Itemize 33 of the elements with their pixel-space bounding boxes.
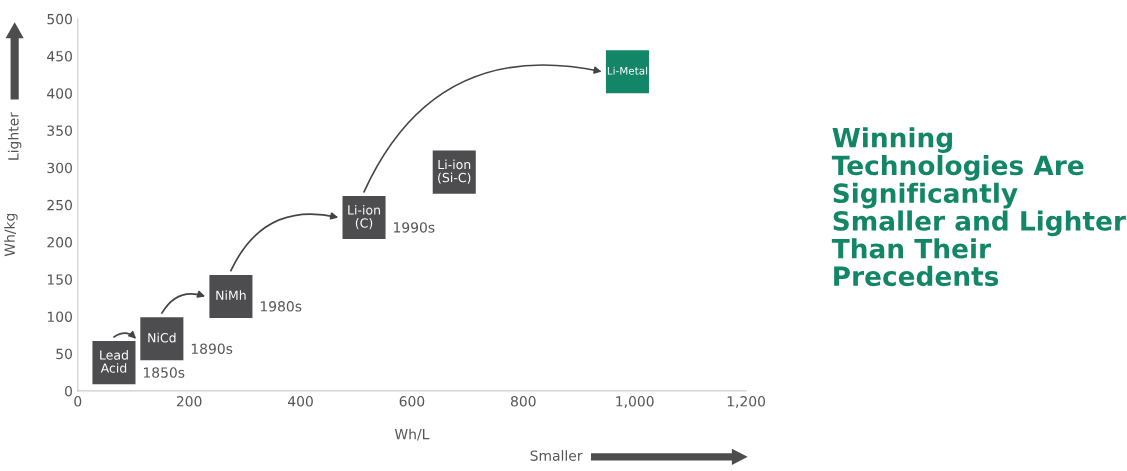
text: Lighter <box>7 112 22 160</box>
annotation: Lead Acid <box>100 350 128 373</box>
annotation: Li-ion (C) <box>348 204 380 230</box>
x-tick-label: 200 <box>176 396 202 407</box>
annotation: Li-Metal <box>607 66 648 75</box>
x-tick-label: 400 <box>287 396 313 407</box>
y-tick-label: 300 <box>47 162 72 174</box>
annotation: 1990s <box>394 222 435 233</box>
y-tick-label: 500 <box>47 13 72 25</box>
x-tick-label: 1,200 <box>727 396 766 408</box>
x-axis-title: Wh/L <box>394 428 430 441</box>
y-tick-label: 400 <box>47 88 72 99</box>
y-tick-label: 200 <box>47 237 72 248</box>
y-tick-label: 50 <box>56 348 72 360</box>
y-tick-label: 0 <box>64 385 72 397</box>
x-tick-label: 0 <box>74 396 82 407</box>
annotation: 1890s <box>191 343 233 354</box>
text: Smaller <box>530 450 583 461</box>
annotation: Li-ion (Si-C) <box>438 159 471 184</box>
y-tick-label: 450 <box>47 51 72 62</box>
y-tick-label: 350 <box>47 125 72 136</box>
x-tick-label: 800 <box>510 396 536 407</box>
y-tick-label: 150 <box>47 274 72 285</box>
text: Winning Technologies Are Significantly Smaller and Lighter Than Their Precedents <box>831 127 1126 287</box>
annotation: 1850s <box>143 367 185 378</box>
x-tick-label: 1,000 <box>616 396 654 408</box>
annotation: 1980s <box>260 301 302 312</box>
y-tick-label: 250 <box>47 199 72 211</box>
x-tick-label: 600 <box>399 396 425 407</box>
annotation: NiCd <box>148 332 176 343</box>
y-axis-title: Wh/kg <box>4 213 18 257</box>
y-tick-label: 100 <box>47 311 72 322</box>
annotation: NiMh <box>216 290 246 300</box>
